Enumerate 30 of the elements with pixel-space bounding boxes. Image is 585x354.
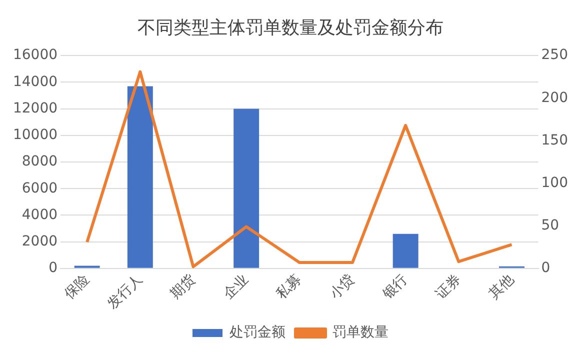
y2-tick-label: 50 xyxy=(541,218,560,234)
x-tick-label: 发行人 xyxy=(104,271,146,312)
x-tick-label: 证券 xyxy=(432,271,464,303)
y-tick-label: 2000 xyxy=(22,233,58,250)
y-tick-label: 12000 xyxy=(12,100,58,116)
bar xyxy=(127,86,153,268)
y2-tick-label: 200 xyxy=(541,90,568,106)
y2-tick-label: 150 xyxy=(541,132,568,148)
x-tick-label: 期货 xyxy=(168,271,199,303)
legend-label: 处罚金额 xyxy=(230,324,286,341)
y2-tick-label: 250 xyxy=(541,47,568,64)
y-tick-label: 0 xyxy=(48,260,58,276)
legend-label: 罚单数量 xyxy=(332,324,388,341)
y-tick-label: 4000 xyxy=(22,206,58,223)
y-tick-label: 16000 xyxy=(12,47,58,64)
x-tick-label: 保险 xyxy=(61,271,92,303)
y2-tick-label: 0 xyxy=(541,260,550,276)
x-tick-label: 银行 xyxy=(379,271,411,304)
y-tick-label: 8000 xyxy=(22,154,58,170)
y-tick-label: 14000 xyxy=(12,74,58,90)
x-tick-label: 私募 xyxy=(274,271,305,303)
x-tick-label: 小贷 xyxy=(326,271,358,303)
y2-tick-label: 100 xyxy=(541,174,568,191)
bar xyxy=(234,108,260,268)
bar xyxy=(392,234,418,268)
y-tick-label: 10000 xyxy=(12,127,58,144)
x-tick-label: 其他 xyxy=(486,271,518,303)
y-tick-label: 6000 xyxy=(22,180,58,196)
chart-title: 不同类型主体罚单数量及处罚金额分布 xyxy=(138,17,444,38)
x-tick-label: 企业 xyxy=(220,271,252,303)
